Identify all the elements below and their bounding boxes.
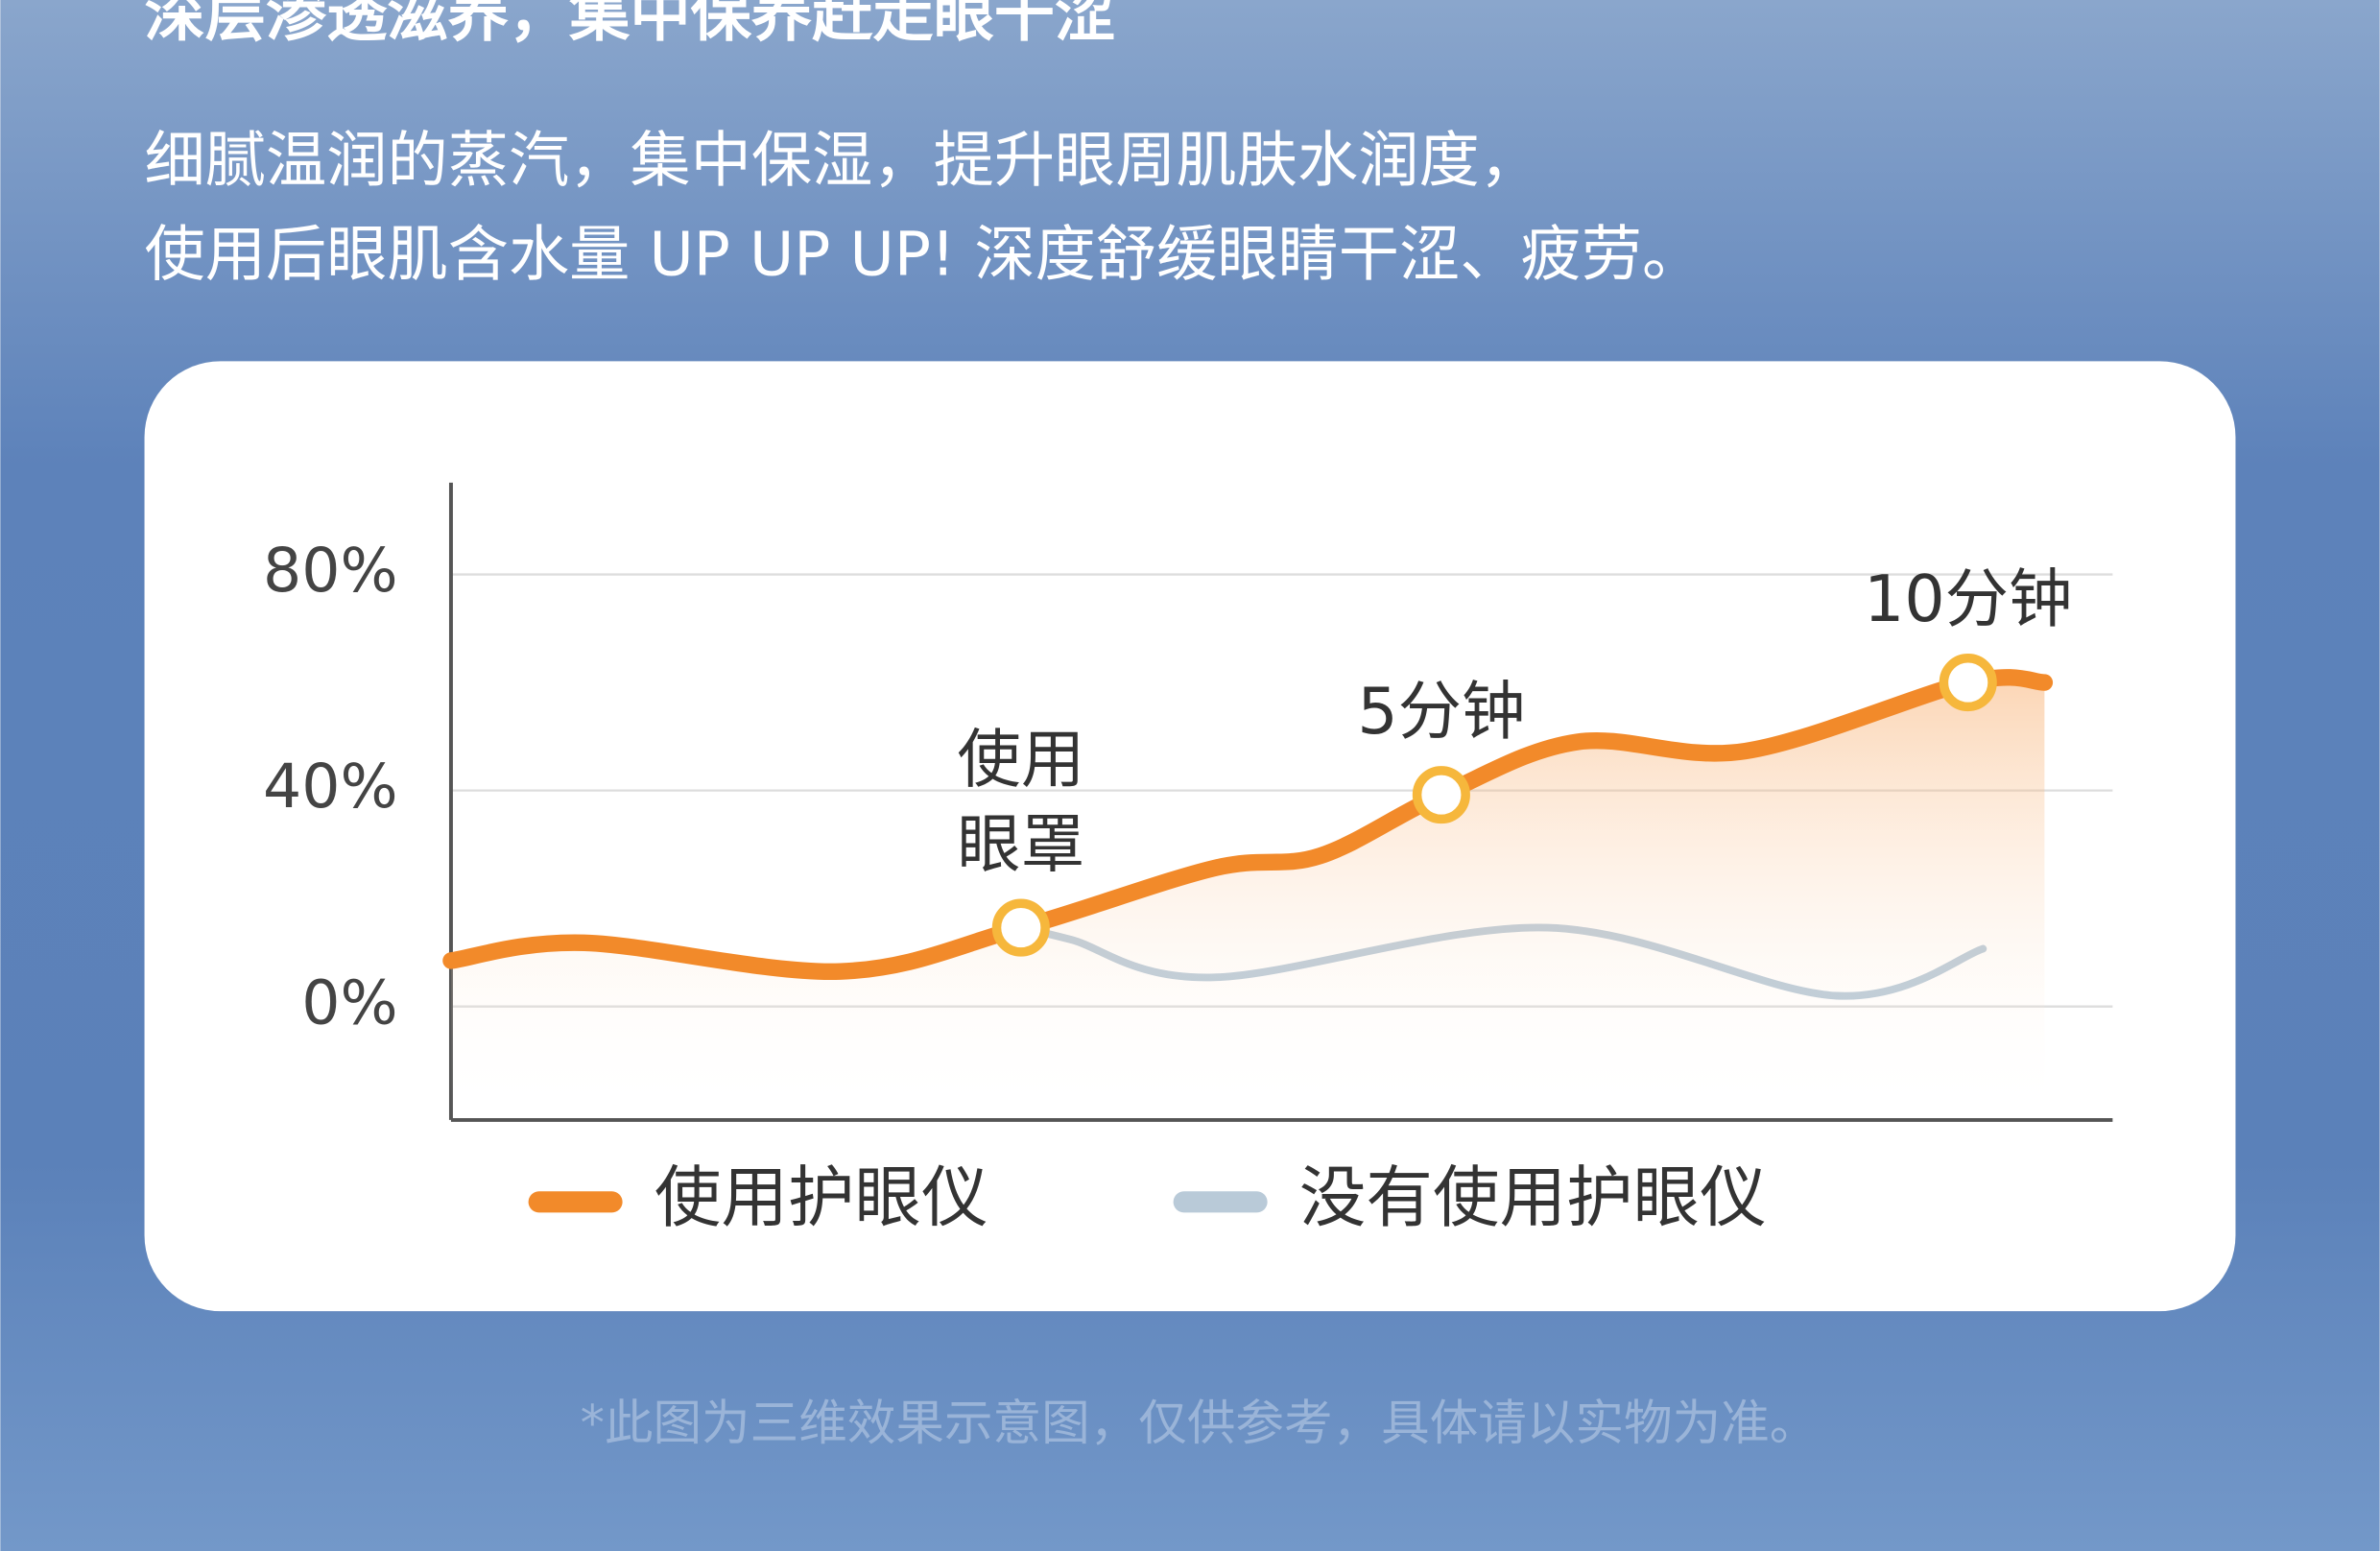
footnote: *此图为三维效果示意图，仅供参考，具体请以实物为准。 (581, 1395, 1819, 1451)
headline: 深层渗透滋养，集中保养赶走眼干涩 (145, 0, 1116, 50)
legend-label: 使用护眼仪 (654, 1158, 988, 1236)
subtitle-line: 细腻温润的蒸汽，集中保湿，提升眼周肌肤水润度， (145, 124, 1540, 195)
y-tick-label: 40% (263, 751, 398, 822)
subtitle-line: 使用后眼肌含水量 UP UP UP! 深度舒缓眼睛干涩、疲劳。 (145, 218, 1703, 289)
line (442, 669, 2054, 980)
annotation: 10分钟 (1864, 561, 2072, 636)
area (450, 677, 2045, 1117)
annotation: 眼罩 (957, 806, 1084, 881)
point-marker (991, 898, 1050, 957)
annotation: 使用 (957, 722, 1084, 797)
point-marker (1412, 766, 1470, 824)
y-tick-label: 80% (263, 535, 398, 606)
y-tick-label: 0% (301, 966, 397, 1038)
legend-label: 没有使用护眼仪 (1299, 1158, 1767, 1236)
annotation: 5分钟 (1357, 674, 1525, 749)
point-marker (1939, 654, 1997, 712)
